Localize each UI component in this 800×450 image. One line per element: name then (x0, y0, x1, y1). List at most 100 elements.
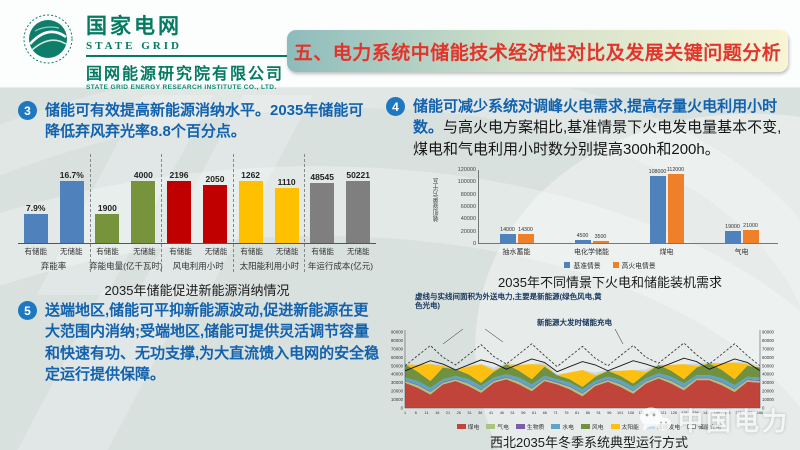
y-tick-left: 70000 (391, 346, 404, 351)
x-tick: 146 (714, 411, 720, 415)
legend-item: 风电 (580, 422, 604, 431)
bar-group-太阳能利用小时: 1262 1110 (233, 152, 305, 243)
bar (274, 188, 299, 243)
bar-高火电情景 (592, 240, 609, 243)
x-tick: 76 (564, 411, 568, 415)
chart-capacity: 装机容量/万千瓦 0 20000 40000 60000 80000 100000 1200… (430, 164, 790, 290)
chart-capacity-legend: 基准情景 高火电情景 (430, 260, 790, 270)
brand-en: STATE GRID (86, 40, 182, 52)
bar (310, 183, 335, 243)
legend-item: 生物质 (515, 422, 544, 431)
legend-item: 煤电 (456, 422, 479, 431)
group-separator (89, 154, 91, 272)
chart-operation: 虚线与实线间面积为外送电力,主要是新能源(绿色风电,黄色光电) 新能源大发时储能… (385, 292, 793, 450)
legend-label: 水电 (562, 425, 574, 431)
y-tick-left: 10000 (391, 397, 404, 402)
header: 国家电网 STATE GRID 国网能源研究院有限公司 STATE GRID E… (0, 0, 800, 91)
point-3-number-badge: 3 (18, 101, 37, 120)
annotation-arrow (484, 328, 504, 343)
x-tick: 121 (660, 411, 666, 415)
bar-column: 1262 (238, 170, 263, 243)
category-label: 电化学储能 (574, 249, 609, 256)
x-tick: 96 (607, 411, 611, 415)
chart-consumption-axis-labels: 有储能 无储能 弃能率 有储能 无储能 弃能电量(亿千瓦时) 有储能 无储能 风电利用小时 有储能… (18, 244, 376, 272)
legend-label: 储能充电 (698, 425, 722, 431)
x-tick: 81 (575, 411, 579, 415)
legend-swatch (612, 262, 619, 268)
x-tick: 31 (467, 411, 471, 415)
x-tick: 11 (425, 411, 429, 415)
point-4: 4 储能可减少系统对调峰火电需求,提高存量火电利用小时数。与高火电方案相比,基准… (386, 96, 792, 160)
y-tick-left: 80000 (391, 338, 404, 343)
y-tick-label: 60000 (460, 204, 476, 210)
category-label: 抽水蓄能 (502, 249, 531, 256)
area-layer-风电 (405, 363, 760, 390)
bar-column: 1900 (95, 203, 120, 243)
y-tick-right: 10000 (762, 397, 775, 402)
bar-value-label: 1110 (277, 177, 296, 187)
x-tick: 136 (692, 411, 698, 415)
bar (59, 181, 84, 243)
line-用电负荷 (404, 357, 761, 373)
legend-item: 水电 (551, 422, 574, 431)
x-tick: 126 (671, 411, 677, 415)
bar (23, 214, 48, 243)
legend-label: 基准情景 (573, 263, 601, 270)
y-tick-right: 0 (762, 406, 765, 411)
point-4-text: 储能可减少系统对调峰火电需求,提高存量火电利用小时数。与高火电方案相比,基准情景… (413, 96, 792, 160)
x-tick: 1 (404, 411, 406, 415)
chart-operation-annotation-charging: 新能源大发时储能充电 (537, 318, 612, 327)
bar-value-label: 48545 (310, 172, 334, 182)
bar-column: 2196 (166, 170, 191, 243)
bar (166, 181, 191, 243)
bar-value-label: 4000 (133, 170, 153, 180)
bar-基准情景 (649, 176, 666, 243)
bar-group-弃能电量(亿千瓦时): 1900 4000 (90, 152, 162, 243)
bar-基准情景 (499, 234, 516, 243)
chart-operation-annotation-export: 虚线与实线间面积为外送电力,主要是新能源(绿色风电,黄色光电) (415, 292, 602, 311)
legend-item: 太阳能 (610, 422, 639, 431)
y-tick-right: 40000 (762, 372, 775, 377)
area-layer-气电 (405, 376, 760, 397)
y-tick-left: 0 (401, 406, 404, 411)
bar-sublabel: 无储能 (346, 247, 370, 256)
bar-column: 7.9% (23, 203, 48, 243)
y-tick-right: 20000 (762, 389, 775, 394)
legend-item: 储能充电 (687, 422, 721, 431)
x-tick: 156 (735, 411, 741, 415)
y-tick-right: 90000 (762, 330, 775, 335)
bar-sublabel: 无储能 (204, 247, 228, 256)
bar-group-弃能率: 7.9% 16.7% (18, 152, 90, 243)
y-tick-right: 50000 (762, 363, 775, 368)
bar-sublabel: 有储能 (169, 247, 192, 256)
bar-高火电情景 (742, 230, 759, 243)
bar-sublabel: 有储能 (311, 247, 334, 256)
point-5-number-badge: 5 (18, 301, 37, 320)
bar-value-label: 7.9% (26, 203, 46, 213)
group-separator (304, 154, 306, 272)
x-tick: 41 (489, 411, 493, 415)
category-label: 弃能电量(亿千瓦时) (89, 261, 163, 271)
y-tick-label: 120000 (457, 167, 476, 173)
annotation-arrow (442, 328, 464, 345)
legend-item: 气电 (486, 422, 509, 431)
x-tick: 91 (597, 411, 601, 415)
point-4-rest: 与高火电方案相比,基准情景下火电发电量基本不变,煤电和气电利用小时数分别提高30… (413, 119, 782, 158)
chart-capacity-title: 2035年不同情景下火电和储能装机需求 (498, 275, 722, 290)
chart-capacity-plot: 0 20000 40000 60000 80000 100000 120000 抽水蓄能 电化学… (458, 167, 778, 256)
bar-sublabel: 有储能 (96, 247, 119, 256)
x-tick: 161 (746, 411, 752, 415)
legend-label: 风电 (591, 425, 604, 431)
category-label: 年运行成本(亿元) (307, 261, 374, 271)
bar-value-label: 2050 (205, 174, 225, 184)
legend-swatch (486, 424, 496, 429)
category-label: 弃能率 (40, 261, 67, 271)
point-4-lead: 储能可减少系统对调峰火电需求,提高存量火电利用小时数。 (413, 98, 778, 137)
bar-column: 4000 (131, 170, 156, 243)
brand-divider (86, 55, 298, 57)
legend-swatch (564, 262, 571, 268)
group-separator (232, 154, 234, 272)
bar-sublabels: 有储能 无储能 (234, 244, 305, 257)
y-tick-right: 80000 (762, 338, 775, 343)
